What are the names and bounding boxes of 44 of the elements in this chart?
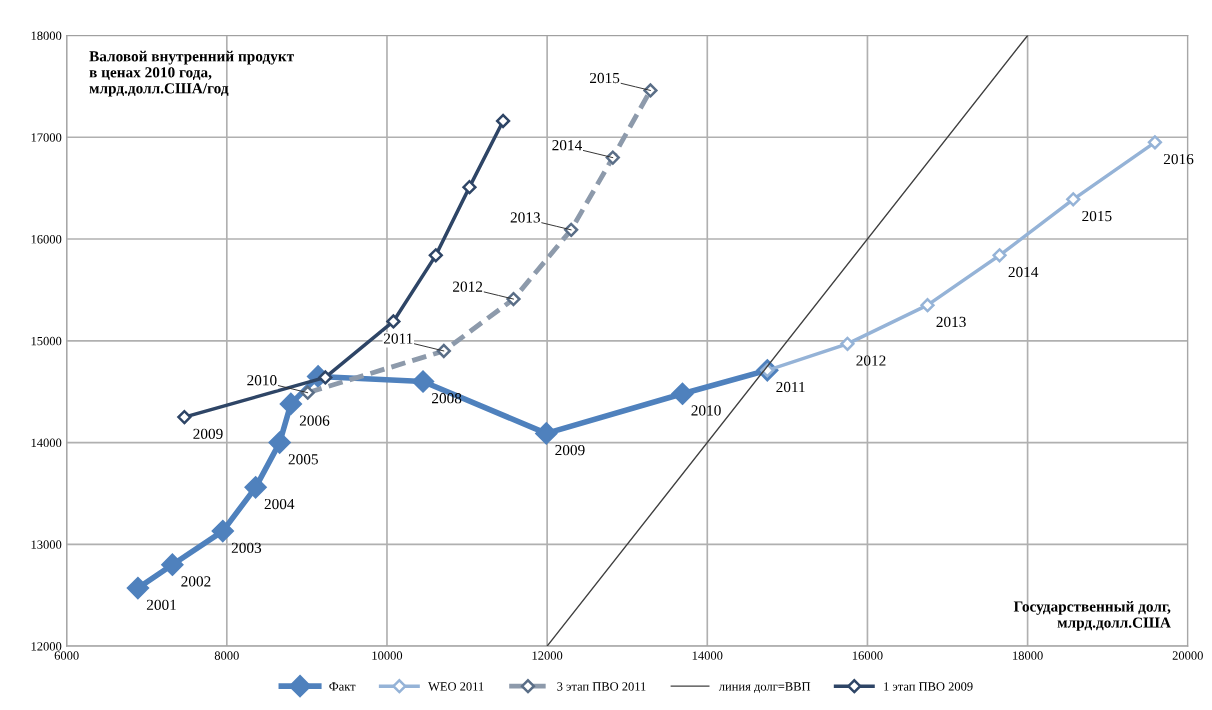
annotation: 2005 bbox=[288, 454, 318, 465]
x-tick-label: 10000 bbox=[372, 651, 403, 660]
annotation: 2011 bbox=[776, 381, 805, 393]
x-tick-label: 12000 bbox=[532, 651, 563, 660]
annotation: 2015 bbox=[1082, 210, 1112, 222]
x-tick-label: 8000 bbox=[214, 651, 239, 660]
annotation: 2009 bbox=[193, 428, 223, 439]
annotation: 2009 bbox=[555, 444, 585, 456]
annotation: 2012 bbox=[453, 281, 483, 292]
y-tick-label: 12000 bbox=[31, 642, 62, 651]
y-tick-label: 16000 bbox=[31, 235, 62, 244]
annotation: 2014 bbox=[1008, 266, 1039, 278]
legend-label: 3 этап ПВО 2011 bbox=[557, 682, 646, 691]
annotation: 2011 bbox=[383, 333, 413, 344]
annotation: 2004 bbox=[264, 498, 295, 510]
annotation: 2010 bbox=[691, 405, 721, 416]
legend-label: 1 этап ПВО 2009 bbox=[884, 682, 973, 691]
legend-label: Факт bbox=[329, 682, 356, 691]
annotation: 2003 bbox=[231, 542, 262, 553]
legend-label: линия долг=ВВП bbox=[718, 682, 811, 693]
annotation: 2010 bbox=[247, 375, 277, 386]
y-tick-label: 15000 bbox=[31, 336, 62, 346]
x-tick-label: 18000 bbox=[1013, 651, 1043, 660]
annotation: 2013 bbox=[510, 212, 540, 223]
annotation: 2002 bbox=[181, 576, 211, 587]
x-tick-label: 20000 bbox=[1172, 651, 1203, 660]
y-tick-label: 18000 bbox=[31, 31, 62, 40]
x-tick-label: 16000 bbox=[852, 651, 883, 660]
legend-label: WEO 2011 bbox=[428, 682, 484, 691]
annotation: 2013 bbox=[936, 316, 966, 328]
annotation: 2016 bbox=[1163, 153, 1194, 165]
y-tick-label: 13000 bbox=[31, 540, 62, 549]
annotation: 2001 bbox=[146, 599, 176, 610]
x-axis-title: Государственный долг, млрд.долл.США bbox=[1013, 601, 1171, 631]
x-tick-label: 6000 bbox=[54, 651, 79, 660]
x-tick-label: 14000 bbox=[692, 651, 723, 660]
annotation: 2008 bbox=[432, 393, 462, 404]
annotation: 2015 bbox=[589, 72, 620, 84]
y-tick-label: 17000 bbox=[31, 133, 62, 142]
annotation: 2012 bbox=[856, 355, 886, 366]
y-axis-title: Валовой внутренний продукт в ценах 2010 года, млрд.долл.США/год bbox=[89, 50, 294, 97]
annotation: 2006 bbox=[299, 415, 330, 426]
y-tick-label: 14000 bbox=[31, 438, 62, 448]
annotation: 2014 bbox=[552, 140, 582, 151]
